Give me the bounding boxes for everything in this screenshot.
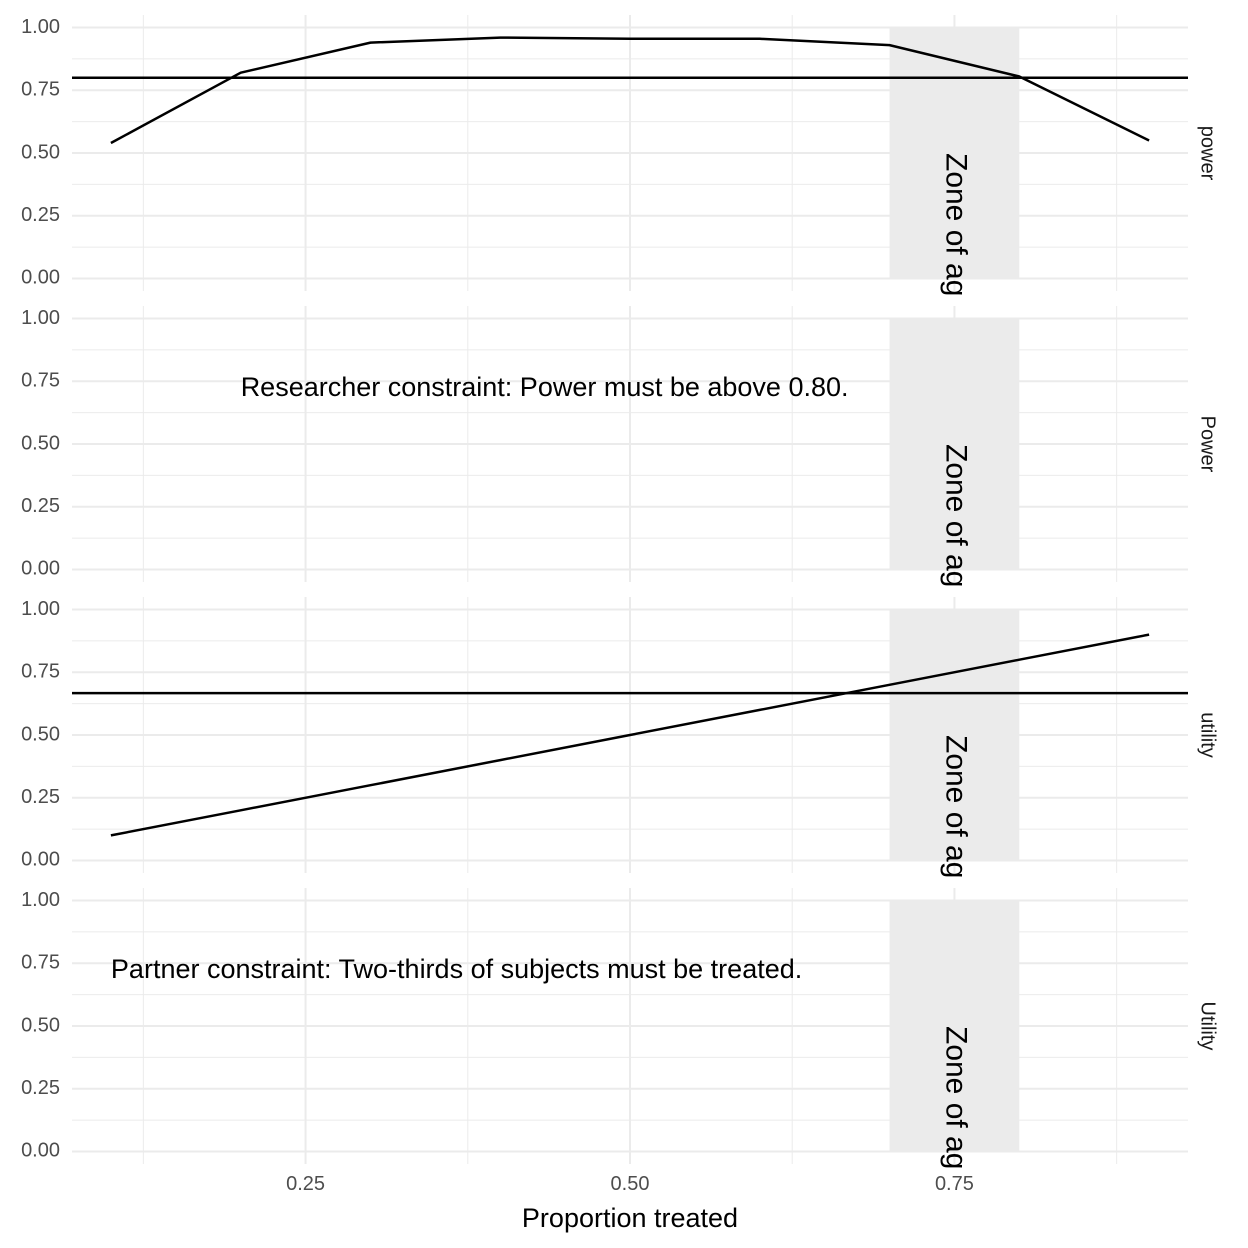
x-tick-label: 0.50 [611, 1173, 650, 1195]
x-axis-title: Proportion treated [522, 1203, 738, 1233]
y-tick-label: 1.00 [21, 598, 60, 620]
constraint-annotation: Partner constraint: Two-thirds of subjec… [111, 954, 802, 984]
facet-strip-label: utility [1197, 712, 1219, 758]
y-tick-label: 0.50 [21, 1014, 60, 1036]
zone-of-agreement-label: Zone of ag [939, 444, 972, 587]
series-line [110, 633, 1150, 837]
y-tick-label: 0.25 [21, 204, 60, 226]
zone-of-agreement-label: Zone of ag [939, 1026, 972, 1169]
y-tick-label: 0.75 [21, 370, 60, 392]
y-tick-label: 0.25 [21, 786, 60, 808]
x-tick-label: 0.25 [286, 1173, 325, 1195]
y-tick-label: 0.50 [21, 141, 60, 163]
y-tick-label: 1.00 [21, 889, 60, 911]
y-tick-label: 0.00 [21, 558, 60, 580]
facet-panel-3: Zone of ag 0.00 0.25 0.50 0.75 1.00 utility [21, 597, 1219, 878]
y-tick-label: 0.75 [21, 952, 60, 974]
zone-of-agreement-label: Zone of ag [939, 153, 972, 296]
y-tick-label: 0.00 [21, 1140, 60, 1162]
y-tick-label: 0.50 [21, 723, 60, 745]
y-tick-label: 0.50 [21, 432, 60, 454]
zone-of-agreement-rect [889, 609, 1020, 861]
x-tick-label: 0.75 [935, 1173, 974, 1195]
y-tick-label: 0.25 [21, 495, 60, 517]
zone-of-agreement-rect [889, 318, 1020, 570]
zone-of-agreement-rect [889, 27, 1020, 279]
facet-panel-1: Zone of ag 0.00 0.25 0.50 0.75 1.00 power [21, 15, 1219, 296]
y-tick-label: 0.00 [21, 267, 60, 289]
facet-strip-label: Utility [1197, 1002, 1219, 1051]
facet-strip-label: power [1197, 126, 1219, 181]
facet-panel-2: Zone of ag Researcher constraint: Power m… [21, 306, 1219, 587]
zone-of-agreement-label: Zone of ag [939, 735, 972, 878]
facet-panel-4: Zone of ag Partner constraint: Two-thirds… [21, 888, 1219, 1169]
y-tick-label: 1.00 [21, 307, 60, 329]
y-tick-label: 0.00 [21, 849, 60, 871]
y-tick-label: 1.00 [21, 16, 60, 38]
zone-of-agreement-rect [889, 900, 1020, 1152]
y-tick-label: 0.75 [21, 661, 60, 683]
y-tick-label: 0.75 [21, 79, 60, 101]
series-line [110, 36, 1150, 145]
y-tick-label: 0.25 [21, 1077, 60, 1099]
constraint-annotation: Researcher constraint: Power must be abo… [241, 372, 849, 402]
facet-strip-label: Power [1197, 416, 1219, 473]
